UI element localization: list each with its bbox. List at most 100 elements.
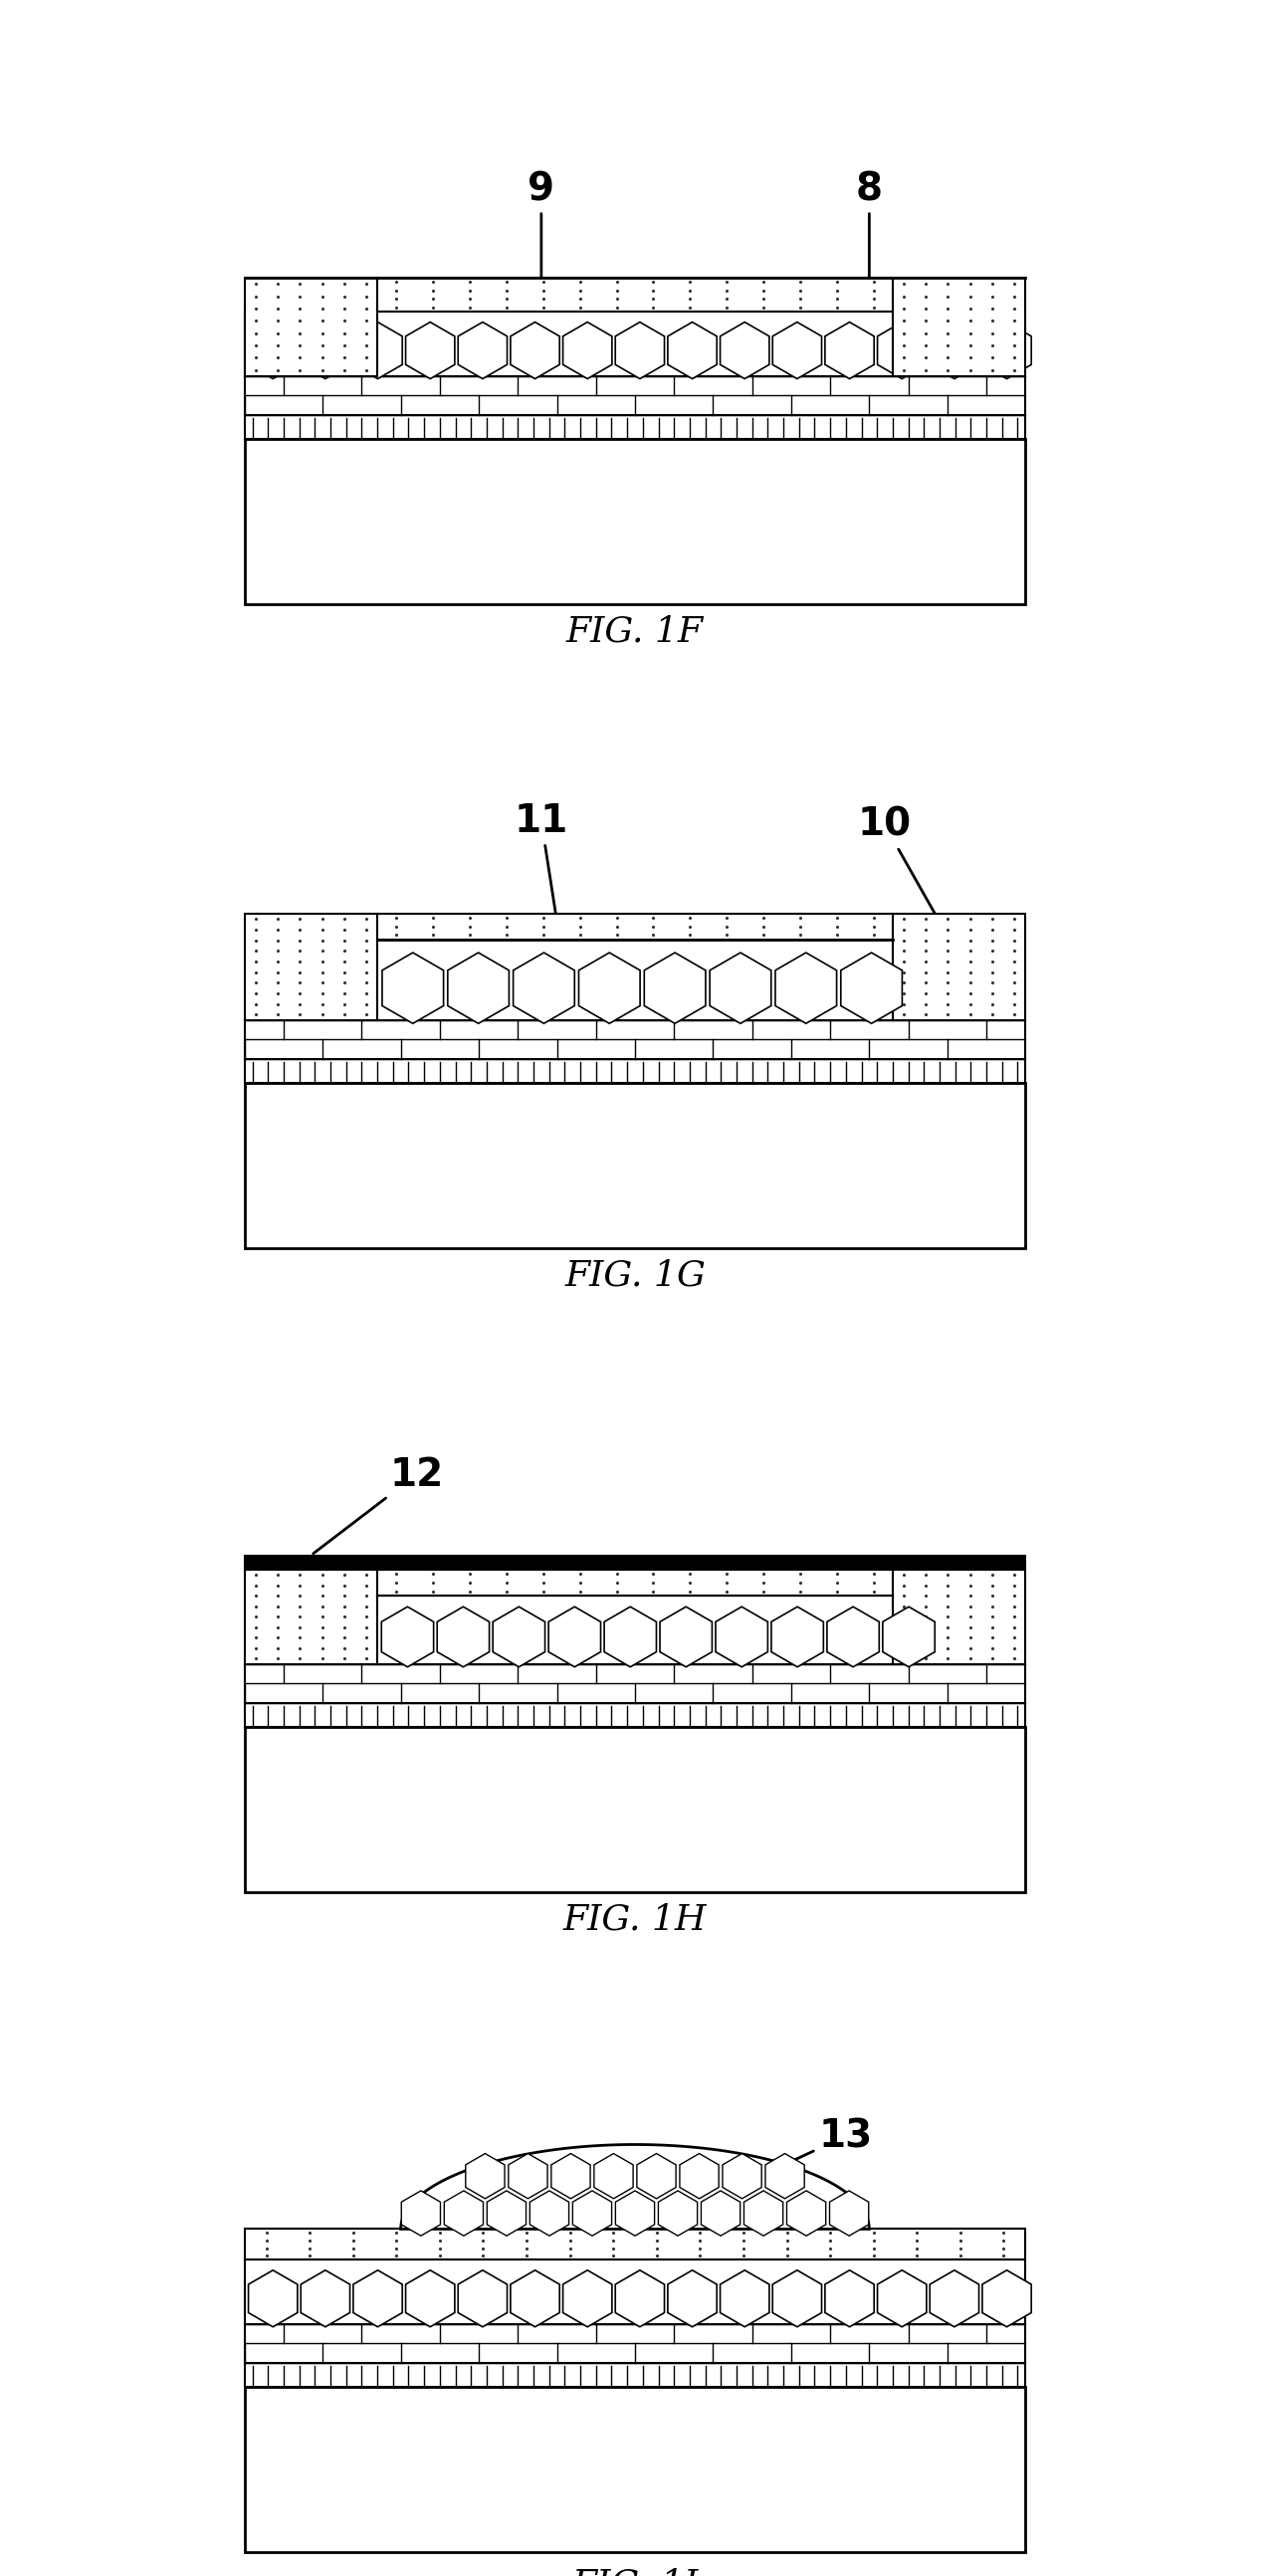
Polygon shape bbox=[829, 2190, 869, 2236]
Polygon shape bbox=[720, 322, 770, 379]
Bar bbox=[893, 1556, 1025, 1569]
Bar bbox=[245, 1664, 1025, 1703]
Polygon shape bbox=[715, 1607, 768, 1667]
Polygon shape bbox=[883, 1607, 935, 1667]
Polygon shape bbox=[249, 2269, 297, 2326]
Polygon shape bbox=[444, 2190, 483, 2236]
Polygon shape bbox=[508, 2154, 547, 2200]
Bar bbox=[377, 1595, 893, 1664]
Polygon shape bbox=[826, 322, 874, 379]
Bar bbox=[377, 1569, 893, 1595]
Bar bbox=[377, 1556, 893, 1569]
Bar bbox=[245, 278, 377, 376]
Polygon shape bbox=[787, 2190, 826, 2236]
Polygon shape bbox=[563, 2269, 612, 2326]
Bar bbox=[245, 376, 1025, 415]
Polygon shape bbox=[493, 1607, 545, 1667]
Polygon shape bbox=[720, 2269, 770, 2326]
Polygon shape bbox=[381, 1607, 433, 1667]
Polygon shape bbox=[772, 2269, 822, 2326]
Polygon shape bbox=[458, 2269, 507, 2326]
Text: 10: 10 bbox=[859, 806, 958, 953]
Polygon shape bbox=[679, 2154, 719, 2200]
Polygon shape bbox=[701, 2190, 740, 2236]
Bar bbox=[893, 914, 1025, 1020]
Bar bbox=[245, 1556, 377, 1569]
Polygon shape bbox=[930, 2269, 979, 2326]
Polygon shape bbox=[563, 322, 612, 379]
Polygon shape bbox=[458, 322, 507, 379]
Polygon shape bbox=[605, 1607, 657, 1667]
Polygon shape bbox=[775, 953, 837, 1023]
Polygon shape bbox=[668, 2269, 716, 2326]
Polygon shape bbox=[448, 953, 509, 1023]
Bar bbox=[245, 2324, 1025, 2362]
Bar bbox=[245, 1726, 1025, 1891]
Polygon shape bbox=[658, 2190, 697, 2236]
Polygon shape bbox=[513, 953, 574, 1023]
Polygon shape bbox=[466, 2154, 504, 2200]
Bar bbox=[245, 2259, 1025, 2324]
Polygon shape bbox=[982, 322, 1031, 379]
Bar bbox=[245, 415, 1025, 438]
Polygon shape bbox=[616, 322, 664, 379]
Text: 8: 8 bbox=[856, 170, 883, 291]
Text: 11: 11 bbox=[514, 801, 568, 925]
Polygon shape bbox=[405, 2269, 455, 2326]
Bar bbox=[245, 2388, 1025, 2553]
Polygon shape bbox=[573, 2190, 612, 2236]
Bar bbox=[893, 1569, 1025, 1664]
Polygon shape bbox=[766, 2154, 804, 2200]
Bar bbox=[245, 914, 377, 1020]
Polygon shape bbox=[405, 322, 455, 379]
Bar bbox=[245, 2362, 1025, 2388]
Polygon shape bbox=[771, 1607, 823, 1667]
Polygon shape bbox=[616, 2190, 654, 2236]
Polygon shape bbox=[841, 953, 902, 1023]
Polygon shape bbox=[437, 1607, 489, 1667]
Polygon shape bbox=[826, 2269, 874, 2326]
Polygon shape bbox=[744, 2190, 784, 2236]
Polygon shape bbox=[551, 2154, 591, 2200]
Polygon shape bbox=[616, 2269, 664, 2326]
Text: 12: 12 bbox=[314, 1455, 443, 1553]
Bar bbox=[245, 1703, 1025, 1726]
Bar bbox=[245, 2228, 1025, 2259]
Polygon shape bbox=[511, 322, 560, 379]
Polygon shape bbox=[530, 2190, 569, 2236]
Polygon shape bbox=[486, 2190, 526, 2236]
Polygon shape bbox=[579, 953, 640, 1023]
Bar bbox=[377, 278, 893, 312]
Text: 13: 13 bbox=[766, 2117, 872, 2174]
Text: FIG. 1H: FIG. 1H bbox=[563, 1904, 707, 1937]
Bar bbox=[245, 312, 1025, 376]
Text: FIG. 1G: FIG. 1G bbox=[564, 1260, 706, 1293]
Polygon shape bbox=[301, 2269, 351, 2326]
Bar bbox=[245, 1020, 1025, 1059]
Polygon shape bbox=[249, 322, 297, 379]
Polygon shape bbox=[930, 322, 979, 379]
Polygon shape bbox=[723, 2154, 762, 2200]
Polygon shape bbox=[636, 2154, 676, 2200]
Bar bbox=[245, 438, 1025, 603]
Polygon shape bbox=[710, 953, 771, 1023]
Bar bbox=[377, 940, 893, 1020]
Polygon shape bbox=[401, 2190, 441, 2236]
Polygon shape bbox=[668, 322, 716, 379]
Bar bbox=[245, 1569, 377, 1664]
Polygon shape bbox=[772, 322, 822, 379]
Bar bbox=[377, 914, 893, 940]
Bar bbox=[245, 1059, 1025, 1082]
Text: FIG. 1I: FIG. 1I bbox=[572, 2568, 699, 2576]
Polygon shape bbox=[660, 1607, 712, 1667]
Polygon shape bbox=[594, 2154, 634, 2200]
Polygon shape bbox=[549, 1607, 601, 1667]
Text: FIG. 1F: FIG. 1F bbox=[566, 616, 704, 649]
Polygon shape bbox=[511, 2269, 560, 2326]
Polygon shape bbox=[401, 2146, 869, 2228]
Polygon shape bbox=[878, 322, 927, 379]
Polygon shape bbox=[382, 953, 443, 1023]
Polygon shape bbox=[353, 322, 403, 379]
Polygon shape bbox=[644, 953, 706, 1023]
Text: 9: 9 bbox=[528, 170, 555, 291]
